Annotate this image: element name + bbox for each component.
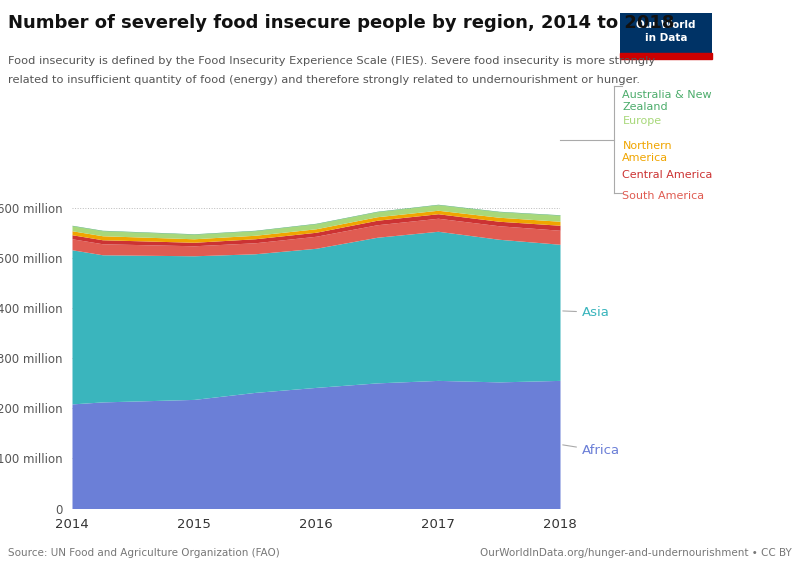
Text: Australia & New
Zealand: Australia & New Zealand <box>622 90 712 112</box>
Text: Our World
in Data: Our World in Data <box>636 20 696 43</box>
Text: Central America: Central America <box>622 170 713 180</box>
Text: related to insufficient quantity of food (energy) and therefore strongly related: related to insufficient quantity of food… <box>8 75 640 85</box>
Text: Asia: Asia <box>562 306 610 319</box>
Text: OurWorldInData.org/hunger-and-undernourishment • CC BY: OurWorldInData.org/hunger-and-undernouri… <box>480 548 792 558</box>
Text: Europe: Europe <box>622 116 662 126</box>
Text: Northern
America: Northern America <box>622 141 672 163</box>
Text: Source: UN Food and Agriculture Organization (FAO): Source: UN Food and Agriculture Organiza… <box>8 548 280 558</box>
Text: South America: South America <box>622 191 705 201</box>
Text: Food insecurity is defined by the Food Insecurity Experience Scale (FIES). Sever: Food insecurity is defined by the Food I… <box>8 56 655 67</box>
Text: Africa: Africa <box>562 445 620 458</box>
Text: Number of severely food insecure people by region, 2014 to 2018: Number of severely food insecure people … <box>8 14 674 32</box>
Bar <box>620 53 712 59</box>
